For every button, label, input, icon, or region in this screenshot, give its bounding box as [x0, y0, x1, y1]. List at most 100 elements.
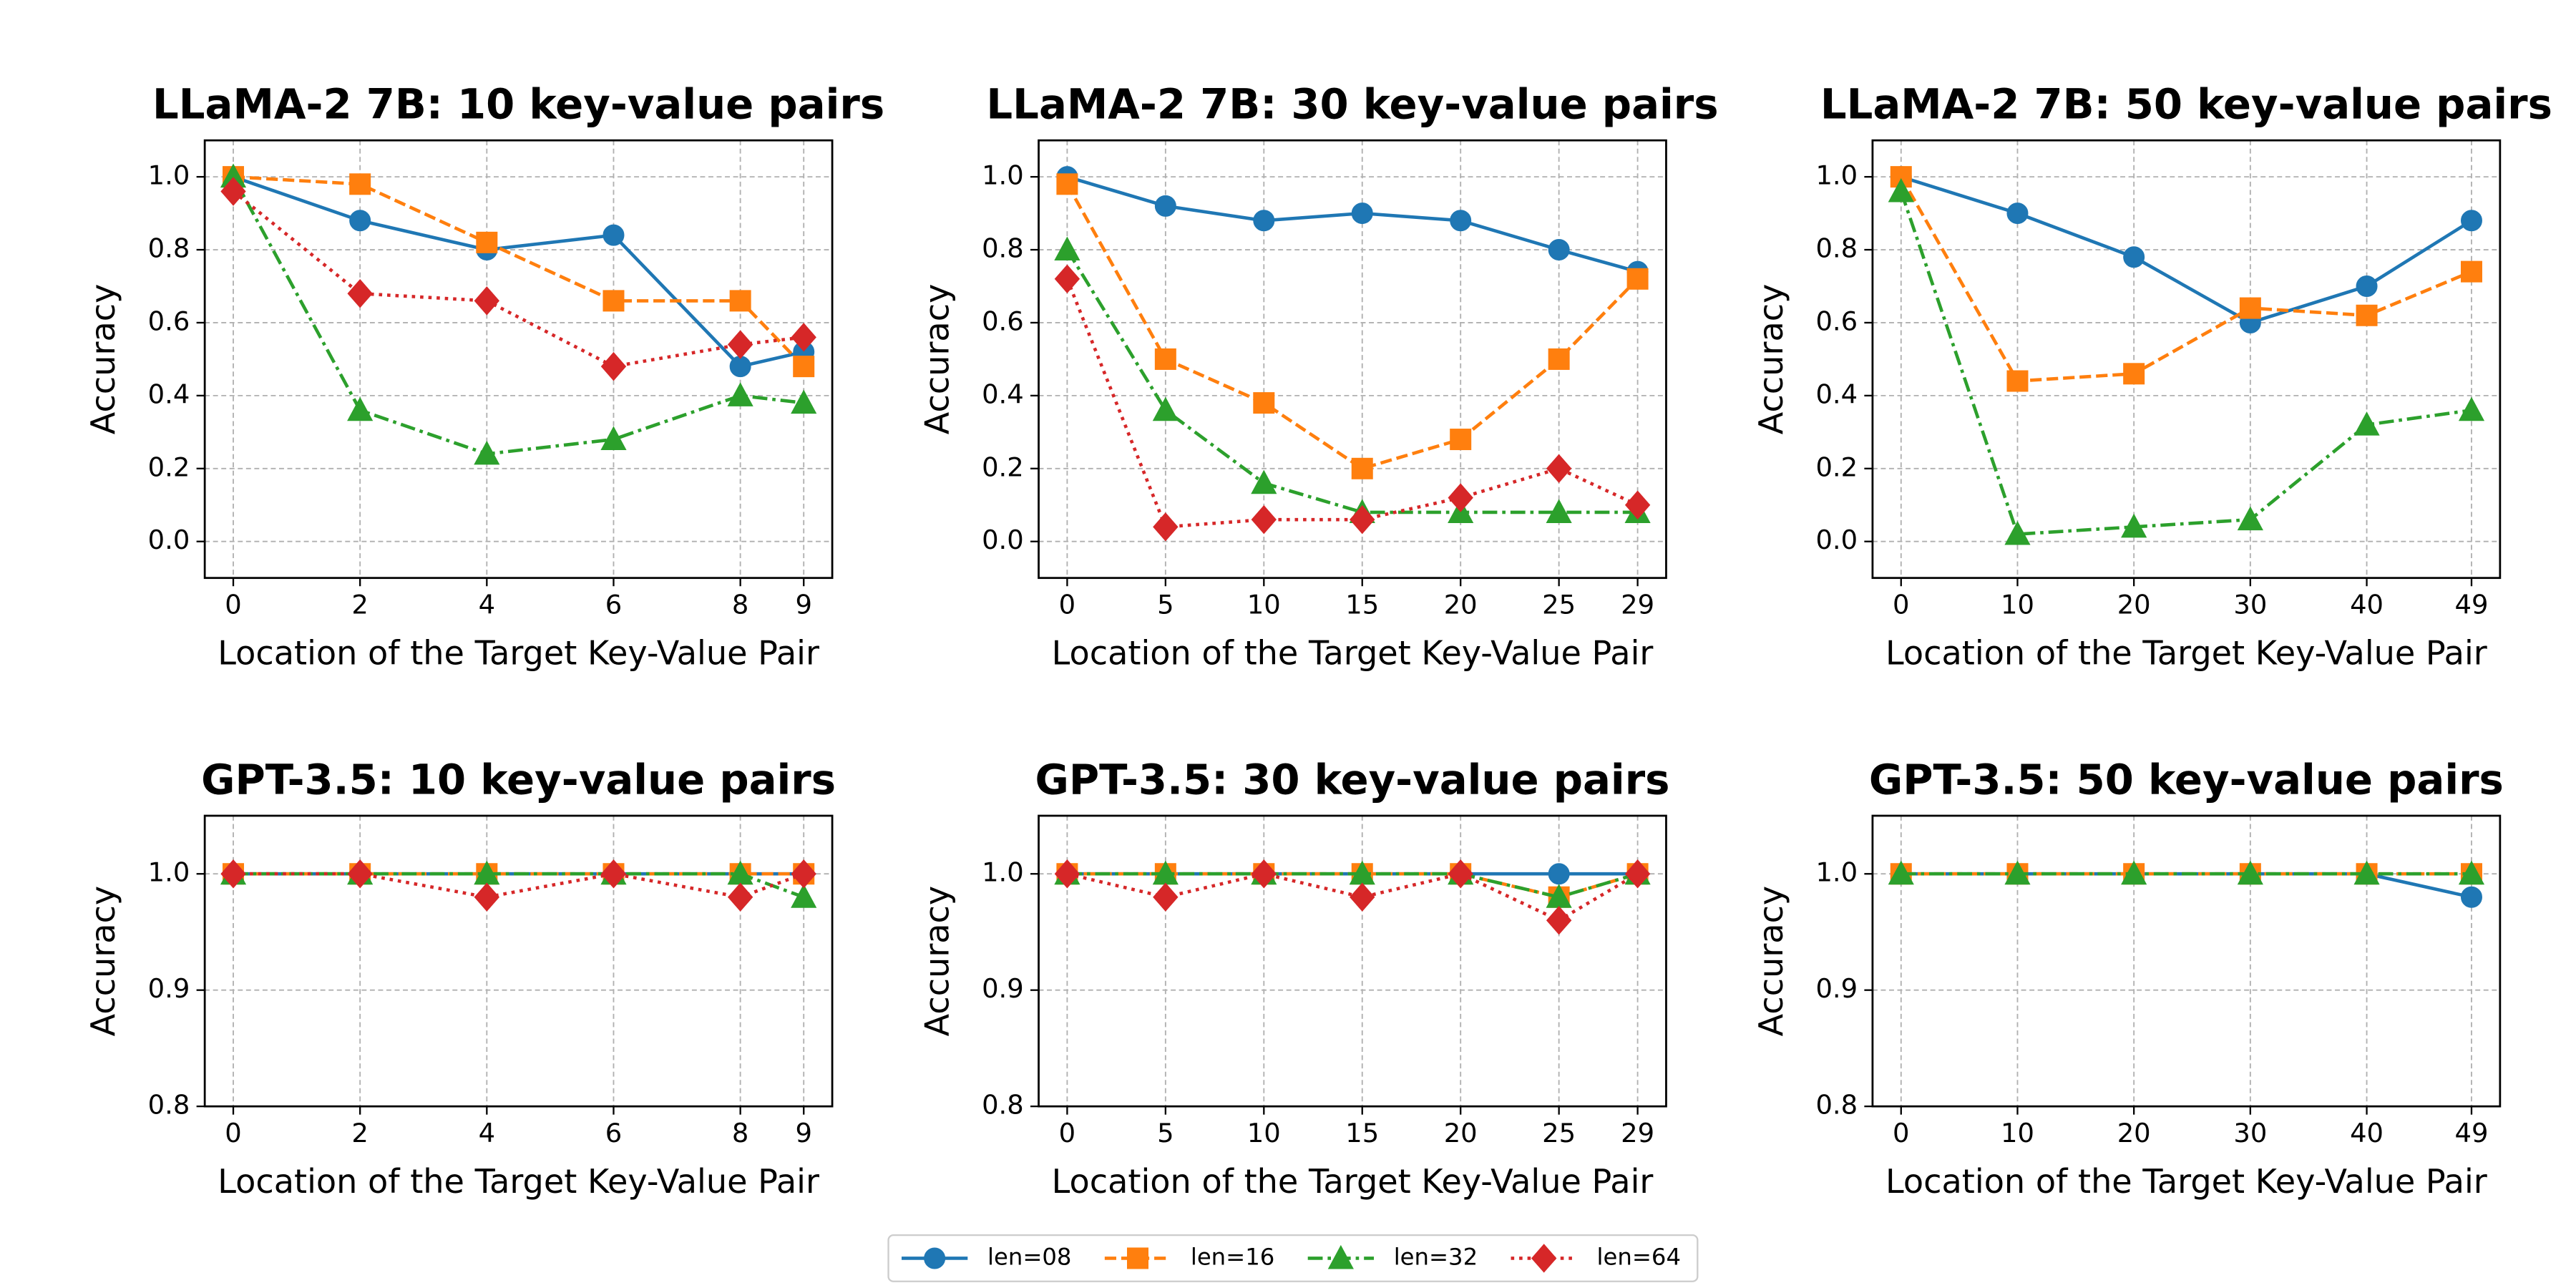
x-tick-label: 10 [1247, 589, 1281, 620]
y-tick-label: 1.0 [1815, 857, 1858, 888]
legend-label: len=16 [1191, 1243, 1274, 1270]
y-tick-label: 0.9 [148, 973, 190, 1004]
marker [2004, 520, 2031, 545]
marker [349, 173, 371, 195]
series-line [232, 190, 804, 369]
marker [1350, 504, 1375, 535]
marker [600, 426, 627, 451]
x-axis-label: Location of the Target Key-Value Pair [1885, 634, 2487, 673]
x-tick-label: 5 [1157, 589, 1174, 620]
x-tick-label: 0 [1059, 1118, 1075, 1148]
marker [2458, 396, 2485, 421]
chart-title: LLaMA-2 7B: 30 key-value pairs [986, 80, 1718, 129]
marker [2006, 203, 2029, 225]
x-tick-label: 9 [795, 589, 811, 620]
marker [1054, 264, 1080, 294]
x-tick-label: 0 [1893, 1118, 1909, 1148]
marker [476, 231, 498, 253]
y-tick-label: 0.8 [982, 233, 1024, 264]
marker [2458, 860, 2485, 885]
marker [1154, 348, 1176, 370]
marker [1548, 348, 1570, 370]
marker [727, 330, 753, 359]
marker [347, 859, 373, 889]
y-tick-label: 1.0 [148, 160, 190, 191]
y-tick-label: 0.4 [982, 379, 1024, 409]
series-line [231, 176, 804, 456]
marker [1126, 1247, 1148, 1269]
y-tick-label: 0.8 [1815, 1090, 1858, 1121]
x-tick-label: 25 [1542, 589, 1576, 620]
x-tick-label: 0 [225, 1118, 241, 1148]
marker [1888, 177, 1914, 203]
y-tick-label: 0.6 [982, 306, 1024, 336]
y-tick-label: 0.0 [1815, 525, 1858, 555]
marker [924, 1247, 946, 1269]
y-tick-label: 0.6 [1815, 306, 1858, 336]
marker [1251, 469, 1277, 494]
marker [1888, 860, 1914, 885]
y-axis-label: Accuracy [84, 284, 122, 435]
marker [1152, 396, 1179, 421]
series-line [233, 872, 805, 899]
y-axis-label: Accuracy [918, 284, 957, 435]
legend-label: len=32 [1394, 1243, 1478, 1270]
x-tick-label: 2 [351, 589, 368, 620]
chart-title: LLaMA-2 7B: 50 key-value pairs [1820, 80, 2552, 129]
x-tick-label: 40 [2350, 1118, 2384, 1148]
chart-title: LLaMA-2 7B: 10 key-value pairs [152, 80, 884, 129]
x-tick-label: 29 [1621, 589, 1654, 620]
y-tick-label: 1.0 [982, 160, 1024, 191]
marker [1546, 906, 1572, 935]
x-tick-label: 49 [2455, 589, 2489, 620]
marker [1153, 512, 1179, 542]
marker [2356, 304, 2378, 326]
x-tick-label: 30 [2233, 1118, 2267, 1148]
marker [791, 884, 817, 908]
x-tick-label: 40 [2350, 589, 2384, 620]
marker [1054, 236, 1080, 261]
x-tick-label: 5 [1157, 1118, 1174, 1148]
x-tick-label: 0 [225, 589, 241, 620]
x-tick-label: 6 [605, 1118, 622, 1148]
marker [1448, 483, 1473, 512]
marker [1624, 859, 1651, 889]
y-tick-label: 1.0 [1815, 160, 1858, 191]
x-tick-label: 2 [351, 1118, 368, 1148]
x-tick-label: 4 [479, 589, 495, 620]
chart-title: GPT-3.5: 10 key-value pairs [201, 755, 836, 804]
marker [2239, 297, 2261, 319]
x-tick-label: 15 [1345, 589, 1379, 620]
marker [2460, 260, 2482, 283]
y-tick-label: 0.4 [148, 379, 190, 409]
y-tick-label: 0.2 [148, 452, 190, 482]
series-line [1899, 175, 2472, 383]
marker [474, 882, 500, 912]
marker [727, 882, 753, 912]
marker [2353, 860, 2380, 885]
marker [1056, 173, 1078, 195]
x-tick-label: 49 [2455, 1118, 2489, 1148]
x-tick-label: 6 [605, 589, 622, 620]
y-tick-label: 0.2 [1815, 452, 1858, 482]
plot-frame [1871, 139, 2502, 580]
y-tick-label: 0.6 [148, 306, 190, 336]
y-tick-label: 0.8 [148, 1090, 190, 1121]
x-tick-label: 8 [732, 1118, 748, 1148]
legend-label: len=64 [1597, 1243, 1681, 1270]
marker [2121, 513, 2147, 538]
x-tick-label: 30 [2233, 589, 2267, 620]
x-axis-label: Location of the Target Key-Value Pair [218, 634, 819, 673]
x-tick-label: 29 [1621, 1118, 1654, 1148]
marker [2460, 886, 2482, 908]
y-axis-label: Accuracy [84, 886, 122, 1037]
marker [1253, 210, 1275, 232]
marker [2004, 860, 2031, 885]
marker [791, 389, 817, 414]
x-tick-label: 10 [2001, 589, 2034, 620]
x-tick-label: 8 [732, 589, 748, 620]
marker [220, 177, 246, 206]
series-line [1065, 278, 1639, 529]
y-tick-label: 0.9 [1815, 973, 1858, 1004]
